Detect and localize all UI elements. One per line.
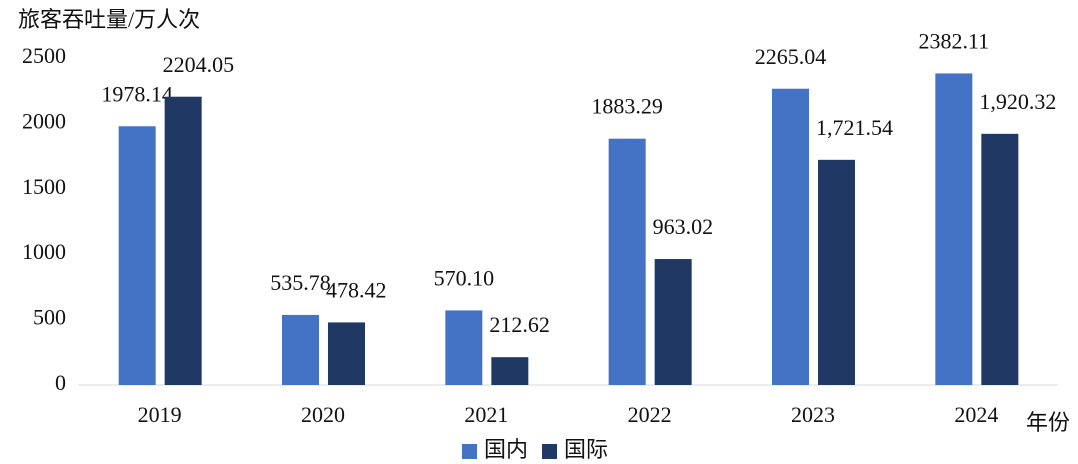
y-axis-label: 旅客吞吐量/万人次 bbox=[18, 7, 200, 32]
data-label: 963.02 bbox=[653, 214, 714, 239]
bar bbox=[772, 88, 809, 386]
data-label: 570.10 bbox=[434, 265, 495, 290]
y-tick-label: 2500 bbox=[22, 43, 66, 68]
bar bbox=[981, 133, 1019, 385]
bar bbox=[935, 73, 973, 385]
legend-label: 国内 bbox=[484, 437, 528, 462]
x-axis-label: 年份 bbox=[1026, 410, 1070, 435]
bar bbox=[164, 96, 202, 385]
legend-swatch bbox=[542, 444, 558, 459]
bar bbox=[818, 159, 855, 385]
data-label: 2265.04 bbox=[755, 44, 827, 69]
legend-swatch bbox=[462, 444, 477, 459]
data-label: 535.78 bbox=[270, 270, 331, 295]
data-label: 1,721.54 bbox=[816, 115, 893, 140]
bar bbox=[118, 126, 156, 386]
x-tick-label: 2024 bbox=[954, 402, 998, 427]
data-label: 212.62 bbox=[489, 312, 550, 337]
bar bbox=[328, 322, 365, 385]
y-tick-label: 1500 bbox=[22, 174, 66, 199]
data-label: 1978.14 bbox=[101, 81, 173, 106]
x-tick-label: 2023 bbox=[791, 402, 835, 427]
bar bbox=[445, 310, 483, 385]
x-tick-label: 2019 bbox=[138, 402, 182, 427]
bar bbox=[608, 138, 646, 385]
x-tick-label: 2022 bbox=[628, 402, 672, 427]
x-tick-label: 2021 bbox=[464, 402, 508, 427]
data-label: 1883.29 bbox=[591, 94, 663, 119]
x-tick-label: 2020 bbox=[301, 402, 345, 427]
y-tick-label: 500 bbox=[33, 305, 66, 330]
y-tick-label: 1000 bbox=[22, 239, 66, 264]
bar bbox=[491, 357, 529, 385]
y-tick-label: 2000 bbox=[22, 108, 66, 133]
data-label: 2382.11 bbox=[918, 28, 989, 53]
data-label: 1,920.32 bbox=[979, 89, 1056, 114]
data-label: 2204.05 bbox=[163, 52, 235, 77]
y-tick-label: 0 bbox=[55, 370, 66, 395]
legend-label: 国际 bbox=[564, 437, 608, 462]
bar bbox=[282, 314, 319, 385]
bar bbox=[654, 259, 692, 385]
data-label: 478.42 bbox=[326, 277, 387, 302]
